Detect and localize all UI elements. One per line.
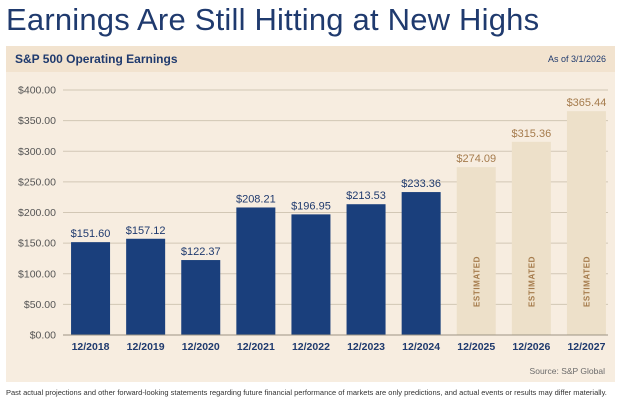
y-tick-label: $350.00 [18, 115, 56, 127]
estimated-label: ESTIMATED [527, 256, 536, 307]
y-tick-label: $250.00 [18, 176, 56, 188]
x-tick-label: 12/2025 [457, 341, 495, 353]
bar [71, 242, 111, 335]
bar [566, 111, 606, 335]
estimated-label: ESTIMATED [582, 256, 591, 307]
y-tick-label: $50.00 [24, 299, 56, 311]
bar [401, 192, 441, 335]
y-tick-label: $400.00 [18, 85, 56, 97]
x-tick-label: 12/2027 [567, 341, 605, 353]
chart-header: S&P 500 Operating Earnings As of 3/1/202… [6, 46, 615, 72]
bar [346, 204, 386, 335]
x-tick-label: 12/2021 [237, 341, 275, 353]
bar [291, 214, 331, 335]
data-label: $213.53 [346, 190, 386, 202]
chart-title: S&P 500 Operating Earnings [15, 52, 178, 66]
x-tick-label: 12/2020 [182, 341, 220, 353]
bar [236, 207, 276, 335]
x-tick-label: 12/2019 [127, 341, 165, 353]
data-label: $122.37 [181, 246, 221, 258]
data-label: $233.36 [401, 178, 441, 190]
x-tick-label: 12/2018 [72, 341, 110, 353]
chart-panel: S&P 500 Operating Earnings As of 3/1/202… [6, 46, 615, 382]
y-tick-label: $200.00 [18, 207, 56, 219]
x-tick-label: 12/2023 [347, 341, 385, 353]
page-title: Earnings Are Still Hitting at New Highs [6, 2, 540, 37]
x-tick-label: 12/2024 [402, 341, 440, 353]
data-label: $157.12 [126, 225, 166, 237]
source-note: Source: S&P Global [529, 366, 605, 376]
earnings-bar-chart: $0.00 $50.00 $100.00 $150.00 $200.00 $250.00 $… [18, 85, 608, 353]
x-tick-label: 12/2026 [512, 341, 550, 353]
bar [126, 238, 166, 335]
bar [181, 260, 221, 335]
bar [511, 141, 551, 335]
y-tick-label: $0.00 [30, 330, 56, 342]
y-tick-label: $150.00 [18, 238, 56, 250]
data-label: $315.36 [511, 128, 551, 140]
data-label: $151.60 [71, 228, 111, 240]
data-label: $208.21 [236, 193, 276, 205]
data-label: $365.44 [567, 97, 607, 109]
bar [456, 167, 496, 335]
x-tick-label: 12/2022 [292, 341, 330, 353]
data-label: $274.09 [456, 153, 496, 165]
data-label: $196.95 [291, 200, 331, 212]
y-tick-label: $300.00 [18, 146, 56, 158]
y-tick-label: $100.00 [18, 268, 56, 280]
disclaimer: Past actual projections and other forwar… [6, 388, 607, 397]
estimated-label: ESTIMATED [472, 256, 481, 307]
as-of-date: As of 3/1/2026 [547, 54, 606, 64]
